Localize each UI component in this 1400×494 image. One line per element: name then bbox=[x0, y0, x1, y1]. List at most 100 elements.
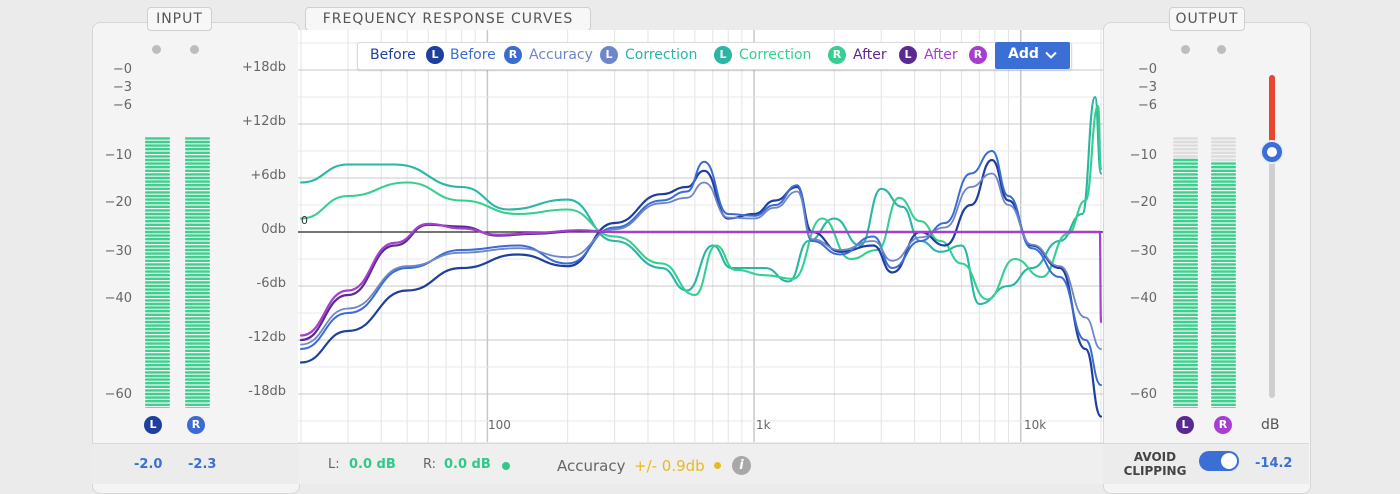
meter-segment bbox=[185, 223, 210, 226]
meter-segment bbox=[1211, 356, 1236, 360]
meter-segment bbox=[145, 392, 170, 396]
meter-segment bbox=[1173, 144, 1198, 147]
accuracy-dot-icon bbox=[714, 462, 721, 469]
meter-segment bbox=[145, 180, 170, 183]
meter-segment bbox=[1173, 194, 1198, 198]
meter-segment bbox=[1173, 230, 1198, 234]
meter-segment bbox=[145, 356, 170, 360]
output-gain-slider[interactable] bbox=[1260, 70, 1284, 400]
chevron-down-icon bbox=[1045, 51, 1057, 59]
legend-label: Correction bbox=[625, 47, 698, 63]
meter-segment bbox=[1173, 403, 1198, 406]
output-title: OUTPUT bbox=[1169, 7, 1245, 31]
legend-after-l[interactable]: After bbox=[853, 47, 887, 63]
meter-segment bbox=[1211, 317, 1236, 320]
meter-segment bbox=[185, 360, 210, 363]
meter-segment bbox=[1211, 277, 1236, 280]
input-scale-label: −30 bbox=[104, 244, 132, 259]
meter-segment bbox=[1173, 338, 1198, 342]
meter-segment bbox=[145, 230, 170, 234]
meter-segment bbox=[1211, 331, 1236, 334]
output-left-badge: L bbox=[1176, 416, 1194, 434]
add-curve-button[interactable]: Add bbox=[995, 42, 1070, 69]
output-right-clip-indicator bbox=[1217, 45, 1226, 54]
meter-segment bbox=[1173, 407, 1198, 408]
meter-segment bbox=[185, 227, 210, 230]
meter-segment bbox=[1211, 302, 1236, 306]
meter-segment bbox=[1173, 151, 1198, 154]
meter-segment bbox=[1173, 176, 1198, 180]
legend-before-l[interactable]: Before bbox=[370, 47, 416, 63]
legend-before-l-badge[interactable]: L bbox=[426, 46, 444, 64]
output-scale-label: −6 bbox=[1137, 98, 1157, 113]
meter-segment bbox=[145, 158, 170, 162]
meter-segment bbox=[145, 184, 170, 187]
meter-segment bbox=[1173, 367, 1198, 370]
legend-after-r-badge[interactable]: R bbox=[969, 46, 987, 64]
meter-segment bbox=[185, 356, 210, 360]
meter-segment bbox=[185, 256, 210, 259]
db-axis-label: +18db bbox=[242, 60, 286, 75]
legend-correction-l[interactable]: Correction bbox=[625, 47, 697, 63]
avoid-clipping-label: AVOID CLIPPING bbox=[1118, 450, 1192, 478]
legend-correction-r-badge[interactable]: R bbox=[828, 46, 846, 64]
legend-after-l-badge[interactable]: L bbox=[899, 46, 917, 64]
frequency-response-graph[interactable] bbox=[298, 30, 1103, 442]
meter-segment bbox=[145, 223, 170, 226]
legend-before-r[interactable]: Before bbox=[450, 47, 496, 63]
before-left-curve bbox=[299, 158, 1103, 418]
legend-accuracy-l-badge[interactable]: L bbox=[600, 46, 618, 64]
meter-segment bbox=[1173, 140, 1198, 144]
meter-segment bbox=[185, 389, 210, 392]
meter-segment bbox=[185, 274, 210, 277]
input-scale-label: −3 bbox=[112, 80, 132, 95]
meter-segment bbox=[145, 349, 170, 352]
meter-segment bbox=[1173, 202, 1198, 205]
meter-segment bbox=[1211, 270, 1236, 273]
info-icon[interactable]: i bbox=[732, 456, 751, 475]
meter-segment bbox=[145, 266, 170, 270]
meter-segment bbox=[145, 212, 170, 216]
db-axis-label: -18db bbox=[248, 384, 286, 399]
meter-segment bbox=[185, 245, 210, 248]
input-scale-label: −40 bbox=[104, 291, 132, 306]
meter-segment bbox=[1173, 302, 1198, 306]
meter-segment bbox=[185, 184, 210, 187]
legend-after-r[interactable]: After bbox=[924, 47, 958, 63]
legend-correction-l-badge[interactable]: L bbox=[714, 46, 732, 64]
legend-correction-r[interactable]: Correction bbox=[739, 47, 811, 63]
input-scale-label: −20 bbox=[104, 195, 132, 210]
legend-accuracy-l[interactable]: Accuracy bbox=[529, 47, 593, 63]
input-left-badge: L bbox=[144, 416, 162, 434]
meter-segment bbox=[145, 382, 170, 385]
output-panel bbox=[1103, 22, 1311, 494]
input-title: INPUT bbox=[147, 7, 212, 31]
meter-segment bbox=[145, 220, 170, 223]
meter-segment bbox=[185, 205, 210, 208]
avoid-clipping-toggle[interactable] bbox=[1199, 451, 1239, 471]
meter-segment bbox=[1211, 389, 1236, 392]
meter-segment bbox=[185, 277, 210, 280]
meter-segment bbox=[185, 137, 210, 140]
graph-title: FREQUENCY RESPONSE CURVES bbox=[305, 7, 591, 31]
meter-segment bbox=[1173, 374, 1198, 378]
meter-segment bbox=[1173, 331, 1198, 334]
meter-segment bbox=[145, 245, 170, 248]
meter-segment bbox=[1211, 223, 1236, 226]
slider-handle[interactable] bbox=[1260, 140, 1284, 164]
meter-segment bbox=[1211, 335, 1236, 338]
db-axis-label: 0db bbox=[261, 222, 286, 237]
legend-label: Accuracy bbox=[529, 47, 593, 63]
meter-segment bbox=[1211, 245, 1236, 248]
meter-segment bbox=[1211, 198, 1236, 201]
legend-before-r-badge[interactable]: R bbox=[504, 46, 522, 64]
meter-segment bbox=[1211, 360, 1236, 363]
meter-segment bbox=[145, 299, 170, 302]
meter-segment bbox=[1211, 338, 1236, 342]
meter-segment bbox=[1211, 371, 1236, 374]
meter-segment bbox=[145, 302, 170, 306]
avoid-clipping-line2: CLIPPING bbox=[1123, 464, 1187, 478]
meter-segment bbox=[1211, 320, 1236, 324]
graph-status-strip bbox=[298, 443, 1103, 484]
meter-segment bbox=[185, 212, 210, 216]
